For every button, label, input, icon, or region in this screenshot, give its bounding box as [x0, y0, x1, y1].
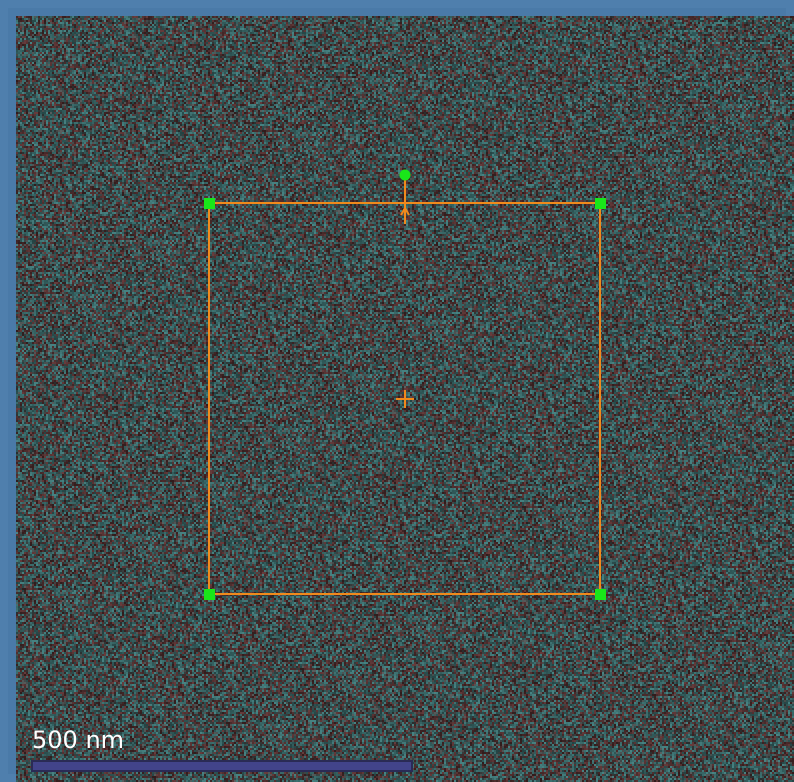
center-crosshair-icon[interactable] — [396, 390, 414, 408]
roi-handle-top-left[interactable] — [204, 198, 215, 209]
roi-handle-top-right[interactable] — [595, 198, 606, 209]
image-viewport[interactable]: 500 nm — [16, 16, 794, 782]
roi-overlay — [204, 169, 606, 600]
rotation-handle-icon[interactable] — [399, 169, 411, 181]
roi-handle-bottom-right[interactable] — [595, 589, 606, 600]
direction-arrow-icon — [400, 205, 410, 216]
scale-bar-label: 500 nm — [32, 726, 125, 754]
scale-bar — [31, 760, 413, 772]
roi-handle-bottom-left[interactable] — [204, 589, 215, 600]
